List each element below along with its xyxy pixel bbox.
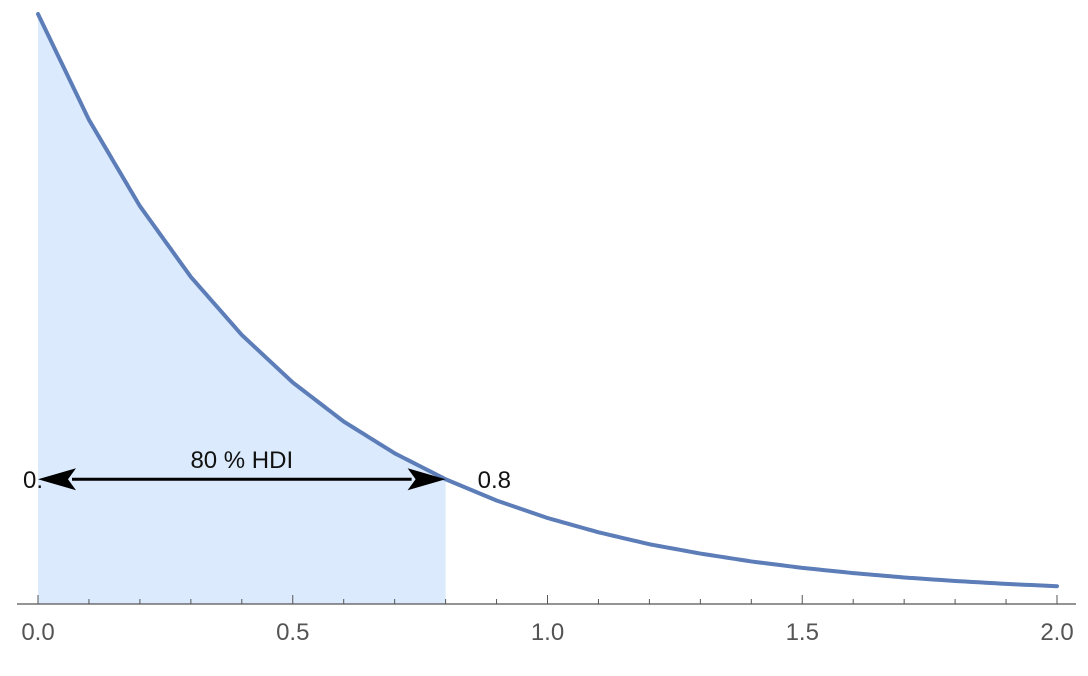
hdi-shaded-region-group xyxy=(38,14,446,604)
x-tick-label: 1.0 xyxy=(531,619,564,646)
hdi-lower-label: 0. xyxy=(23,467,43,494)
hdi-upper-label: 0.8 xyxy=(478,467,511,494)
hdi-annotation: 80 % HDI 0. 0.8 xyxy=(23,447,511,494)
density-curve-group xyxy=(36,12,1059,589)
hdi-label: 80 % HDI xyxy=(190,447,293,474)
x-tick-label: 0.5 xyxy=(276,619,309,646)
x-tick-label: 1.5 xyxy=(786,619,819,646)
hdi-shaded-region xyxy=(38,14,446,604)
x-tick-label: 0.0 xyxy=(21,619,54,646)
density-curve xyxy=(36,12,1059,589)
x-axis: 0.0 0.5 1.0 1.5 2.0 xyxy=(17,595,1076,646)
hdi-arrow-left-head xyxy=(38,468,76,491)
hdi-arrow-right-head xyxy=(407,468,446,491)
x-tick-label: 2.0 xyxy=(1040,619,1073,646)
